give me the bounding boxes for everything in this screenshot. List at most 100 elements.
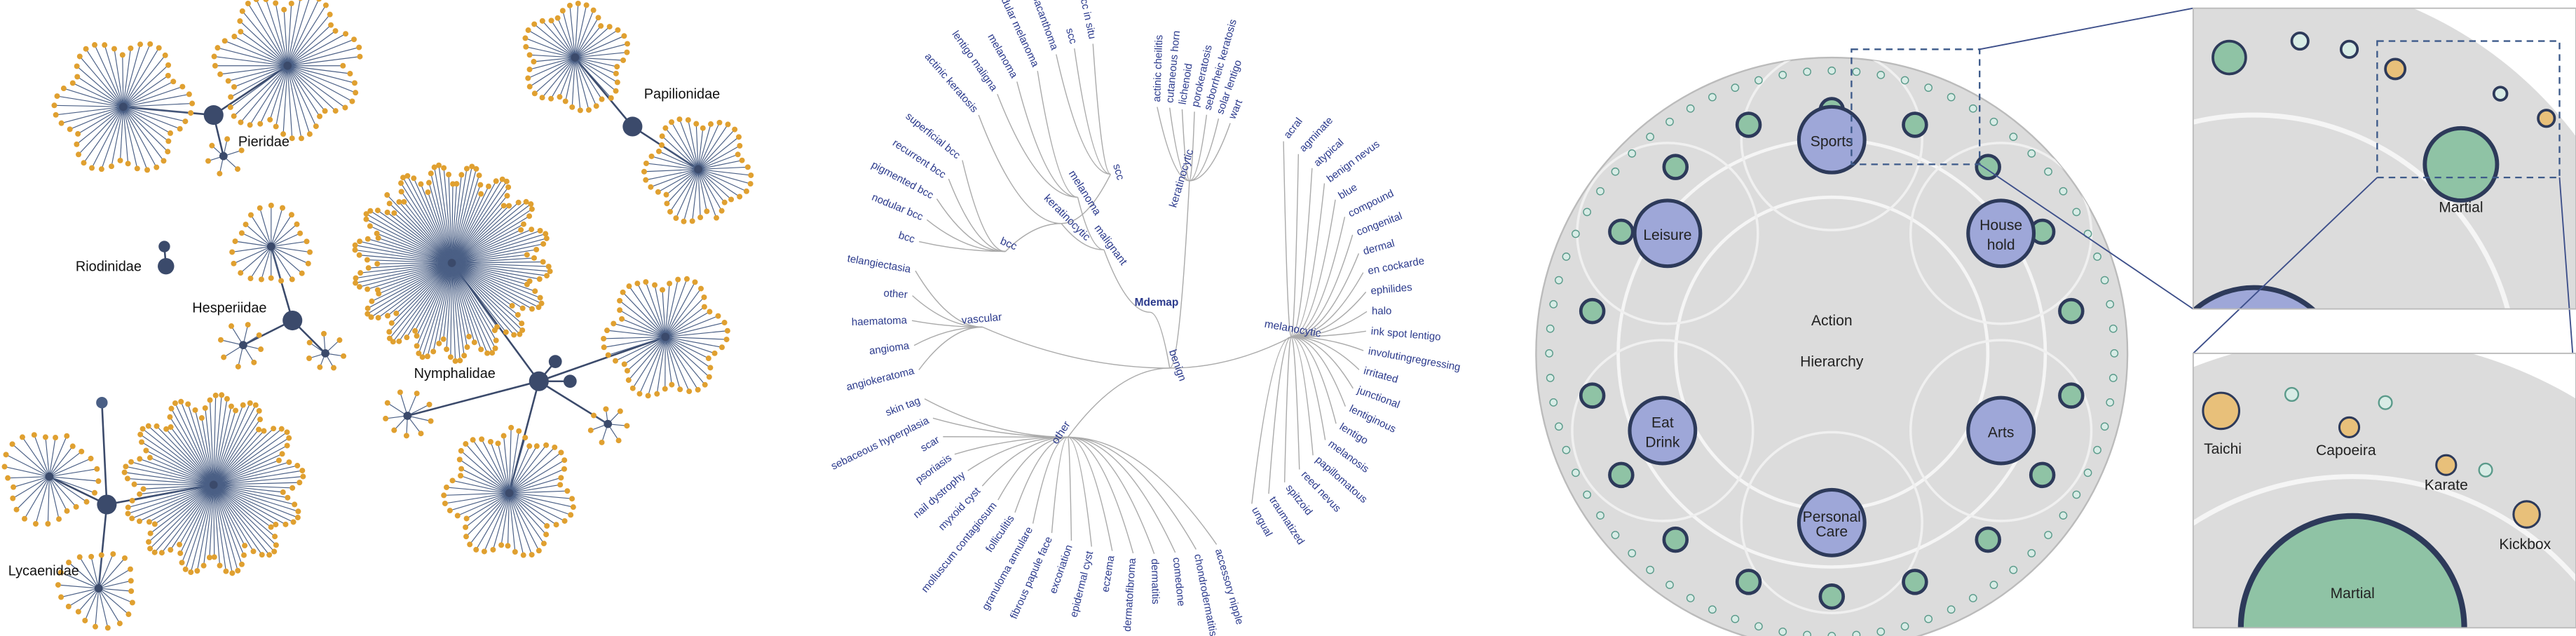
edge	[78, 106, 124, 155]
leaf-node	[217, 170, 223, 177]
leaf-node	[147, 41, 154, 47]
zoom-box	[2376, 40, 2561, 179]
edge	[13, 476, 50, 488]
edge	[688, 119, 699, 170]
edge	[213, 484, 288, 499]
edge	[213, 398, 228, 485]
edge	[692, 169, 699, 222]
edge	[76, 76, 124, 107]
leaf-dot	[2106, 300, 2115, 309]
edge	[148, 484, 214, 543]
leaf-node	[76, 151, 82, 158]
edge	[665, 297, 704, 337]
edge	[509, 459, 565, 494]
edge	[170, 408, 214, 485]
edge	[451, 166, 472, 264]
leaf-node	[299, 468, 306, 474]
edge	[565, 57, 575, 102]
edge	[422, 262, 453, 358]
edge	[213, 485, 270, 555]
edge	[213, 410, 236, 485]
zoom-area	[2193, 8, 2576, 309]
leaf-node	[351, 80, 357, 86]
edge	[497, 443, 510, 494]
leaf-node	[536, 548, 542, 554]
leaf-node	[271, 426, 277, 432]
sub-node	[2029, 461, 2056, 489]
leaf-node	[645, 393, 651, 399]
leaf-node	[617, 307, 623, 313]
leaf-node	[625, 377, 632, 384]
edge	[613, 323, 666, 338]
edge	[213, 460, 280, 485]
leaf-node	[469, 163, 475, 170]
edge	[123, 44, 141, 107]
leaf-node	[297, 230, 304, 236]
leaf-node	[237, 18, 243, 24]
leaf-node	[504, 193, 510, 199]
leaf-node	[209, 142, 215, 149]
leaf-node	[247, 276, 254, 282]
edge	[213, 484, 293, 489]
edge	[665, 322, 725, 338]
leaf-node	[328, 22, 334, 28]
edge	[213, 484, 277, 546]
leaf-node	[5, 475, 11, 481]
leaf-node	[537, 295, 543, 301]
edge	[128, 484, 214, 508]
category-node	[1966, 198, 2036, 269]
child-node	[2435, 454, 2458, 476]
node	[505, 489, 514, 497]
leaf-node	[735, 151, 741, 158]
sub-node	[1608, 461, 1635, 489]
sub-node	[1902, 111, 1928, 138]
edge	[94, 44, 124, 107]
edge	[49, 476, 99, 482]
edge	[465, 443, 510, 494]
edge	[194, 410, 214, 485]
leaf-node	[168, 130, 174, 136]
leaf-node	[137, 518, 142, 525]
leaf-node	[356, 44, 362, 50]
edge	[123, 106, 168, 152]
leaf-dot	[2093, 252, 2101, 261]
leaf-node	[156, 45, 162, 51]
leaf-node	[598, 23, 604, 29]
leaf-node	[529, 226, 535, 233]
leaf-node	[528, 201, 534, 208]
edge	[550, 57, 575, 99]
edge	[1092, 43, 1111, 175]
leaf-node	[340, 62, 346, 69]
leaf-node	[540, 541, 547, 547]
leaf-node	[179, 560, 185, 566]
leaf-dot	[1754, 76, 1763, 85]
sub-node	[1735, 569, 1762, 595]
leaf-node	[363, 216, 369, 222]
leaf-node	[121, 469, 128, 475]
leaf-node	[624, 423, 630, 429]
leaf-label: halo	[1372, 305, 1391, 317]
leaf-node	[137, 491, 143, 497]
edge	[213, 484, 299, 518]
edge	[1169, 107, 1190, 182]
edge	[240, 246, 272, 273]
leaf-node	[543, 532, 550, 538]
edge	[355, 262, 452, 279]
leaf-node	[221, 354, 227, 360]
leaf-node	[593, 103, 599, 109]
leaf-dot	[1876, 71, 1886, 79]
edge	[1268, 336, 1292, 494]
leaf-node	[617, 297, 623, 304]
leaf-node	[643, 177, 649, 183]
edge	[213, 485, 245, 555]
edge	[78, 588, 100, 612]
leaf-node	[659, 133, 665, 140]
leaf-node	[364, 311, 371, 317]
leaf-node	[634, 280, 641, 287]
edge	[1290, 168, 1313, 338]
leaf-node	[161, 158, 167, 164]
leaf-node	[82, 617, 88, 623]
edge	[359, 241, 452, 264]
edge	[271, 233, 301, 248]
leaf-node	[57, 569, 64, 576]
